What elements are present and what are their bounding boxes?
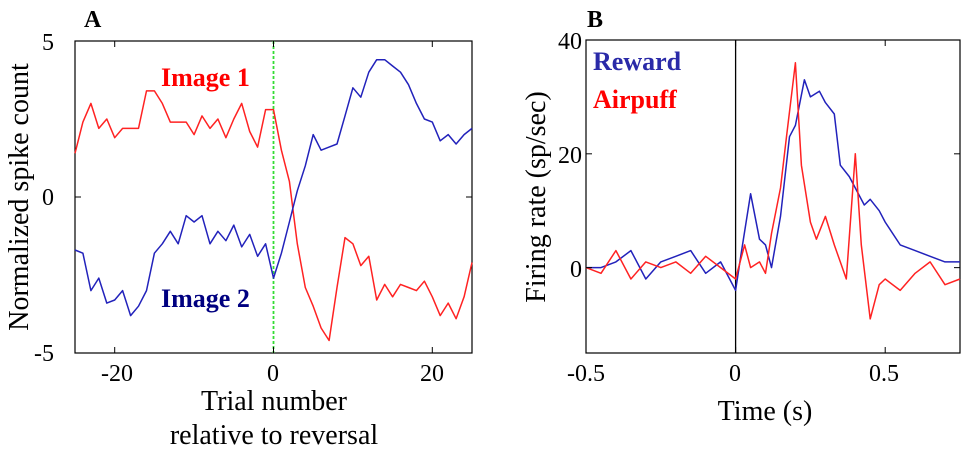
panel-a-ylabel: Normalized spike count xyxy=(4,63,35,331)
panel-b-ylabel: Firing rate (sp/sec) xyxy=(521,91,552,303)
panel-b-legend-airpuff: Airpuff xyxy=(593,85,677,114)
panel-a-ticks xyxy=(75,40,472,354)
panel-a-xtick-neg20: -20 xyxy=(101,361,133,387)
panel-a-series-image-1 xyxy=(74,90,473,342)
panel-b: B 40 20 0 -0.5 0 0.5 Time (s) Firing rat… xyxy=(521,7,961,427)
panel-b-ytick-40: 40 xyxy=(558,29,582,55)
panel-b-xtick-0: 0 xyxy=(729,361,741,387)
panel-b-letter: B xyxy=(587,7,603,33)
panel-a-ytick-neg5: -5 xyxy=(34,341,54,367)
panel-b-ytick-20: 20 xyxy=(558,143,582,169)
panel-b-series-group xyxy=(585,62,961,320)
panel-b-legend-reward: Reward xyxy=(593,47,682,76)
panel-a-series-group xyxy=(74,58,473,342)
panel-a-xlabel-line2: relative to reversal xyxy=(170,420,379,451)
panel-b-series-airpuff xyxy=(585,62,961,320)
panel-b-xtick-neg0.5: -0.5 xyxy=(567,361,605,387)
panel-a: A 5 0 -5 -20 0 20 Trial number relative … xyxy=(4,7,473,451)
panel-a-ytick-0: 0 xyxy=(42,185,54,211)
panel-a-label-image2: Image 2 xyxy=(161,284,250,313)
panel-a-label-image1: Image 1 xyxy=(161,63,250,92)
panel-b-xlabel: Time (s) xyxy=(718,396,813,427)
panel-a-series-image-2 xyxy=(74,58,473,317)
panel-a-xtick-0: 0 xyxy=(267,361,279,387)
panel-b-xtick-0.5: 0.5 xyxy=(869,361,899,387)
panel-a-ytick-5: 5 xyxy=(42,30,54,56)
panel-a-xtick-20: 20 xyxy=(420,361,444,387)
panel-b-ytick-0: 0 xyxy=(570,257,582,283)
panel-b-ticks xyxy=(585,39,960,353)
panel-b-plot-frame xyxy=(585,39,961,354)
panel-b-series-reward xyxy=(586,79,960,292)
panel-a-xlabel-line1: Trial number xyxy=(201,386,348,417)
panel-a-letter: A xyxy=(84,7,102,33)
